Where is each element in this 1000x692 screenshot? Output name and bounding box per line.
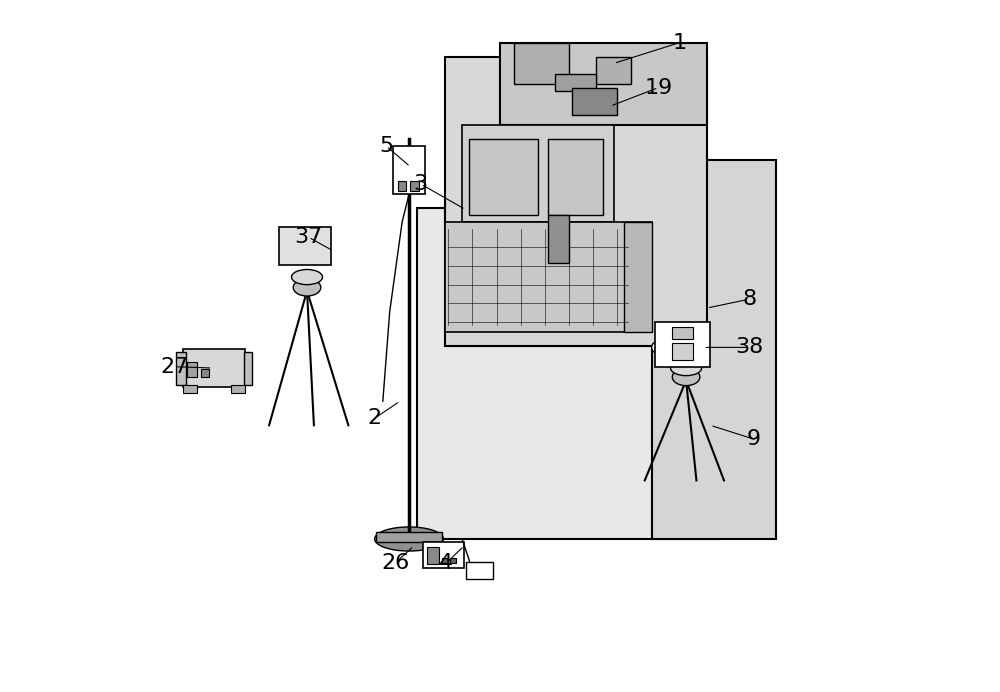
Bar (445, 222, 652, 332)
Text: 9: 9 (747, 429, 761, 449)
Bar (187, 362, 197, 377)
Bar (423, 542, 464, 568)
Bar (596, 57, 631, 84)
Bar (548, 139, 603, 215)
Bar (572, 88, 617, 115)
Bar (244, 352, 252, 385)
Bar (442, 558, 448, 563)
Bar (410, 181, 419, 191)
Bar (183, 385, 197, 393)
Bar (548, 215, 569, 263)
Text: 27: 27 (161, 356, 189, 376)
Text: 26: 26 (381, 553, 409, 573)
Bar (469, 139, 538, 215)
Text: 3: 3 (414, 174, 428, 194)
Text: 37: 37 (294, 227, 323, 247)
Bar (279, 227, 331, 264)
Circle shape (652, 342, 663, 353)
Bar (624, 222, 652, 332)
Bar (376, 532, 442, 543)
Text: 5: 5 (379, 136, 393, 156)
Text: 8: 8 (742, 289, 757, 309)
Bar (201, 369, 209, 377)
Text: 38: 38 (735, 338, 764, 357)
Bar (231, 385, 245, 393)
Bar (500, 43, 707, 125)
Bar (445, 57, 707, 346)
Bar (672, 327, 693, 339)
Ellipse shape (672, 368, 700, 385)
Ellipse shape (293, 279, 321, 296)
Bar (427, 547, 439, 565)
Bar (652, 160, 776, 539)
Bar (393, 146, 425, 194)
Ellipse shape (671, 361, 702, 376)
Bar (176, 352, 186, 385)
Bar (555, 74, 596, 91)
Ellipse shape (292, 269, 323, 284)
Text: 19: 19 (644, 78, 673, 98)
Text: 1: 1 (672, 33, 686, 53)
Bar (462, 125, 614, 222)
Text: 4: 4 (439, 553, 453, 573)
Bar (183, 349, 245, 388)
Bar (466, 562, 493, 579)
Bar (450, 558, 456, 563)
Ellipse shape (375, 527, 443, 551)
Bar (398, 181, 406, 191)
Bar (655, 322, 710, 367)
Bar (417, 208, 721, 539)
Bar (672, 343, 693, 360)
Bar (514, 43, 569, 84)
Text: 2: 2 (367, 408, 382, 428)
